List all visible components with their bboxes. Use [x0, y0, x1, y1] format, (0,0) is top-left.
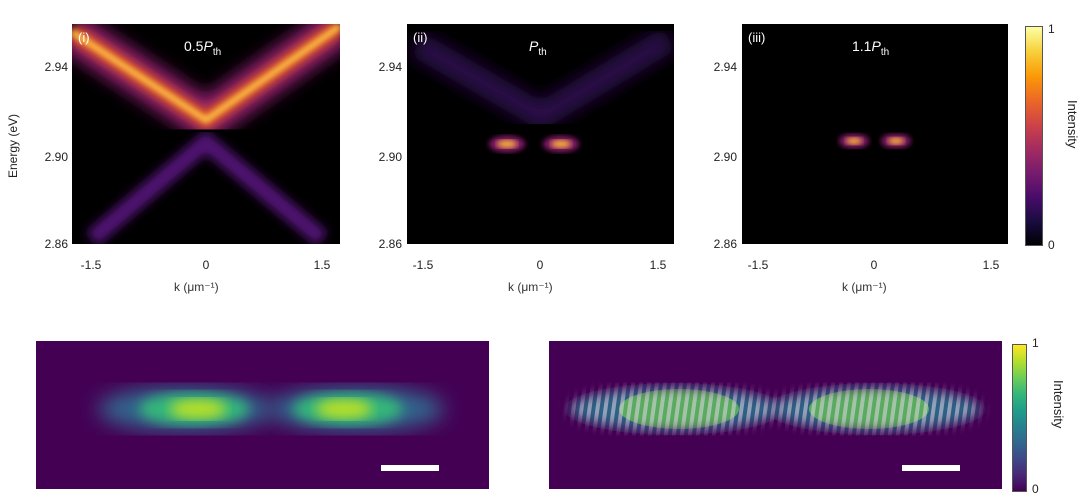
- power-label-iii: 1.1Pth: [852, 38, 890, 58]
- y-tick-290-ii: 2.90: [378, 150, 402, 164]
- colorbar-top-max: 1: [1048, 22, 1055, 36]
- x-tick-neg-ii: -1.5: [412, 258, 434, 272]
- x-tick-pos-ii: 1.5: [649, 258, 667, 272]
- panel-label-ii: (ii): [413, 30, 428, 45]
- power-label-i: 0.5Pth: [184, 38, 222, 58]
- x-axis-title-i: k (μm⁻¹): [174, 280, 219, 294]
- colorbar-bottom-min: 0: [1032, 482, 1039, 496]
- dispersion-panel-ii: (ii) Pth: [407, 24, 674, 244]
- dispersion-panel-i: (i) 0.5Pth: [72, 24, 340, 244]
- intensity-colorbar-top: [1025, 26, 1043, 246]
- panel-label-iii: (iii): [748, 30, 766, 45]
- y-tick-294-ii: 2.94: [378, 60, 402, 74]
- panel-label-i: (i): [78, 30, 90, 45]
- scale-bar-right: [902, 465, 960, 471]
- power-label-ii: Pth: [529, 38, 547, 58]
- x-tick-neg-i: -1.5: [80, 258, 102, 272]
- realspace-image-left: [36, 341, 489, 489]
- x-tick-zero-ii: 0: [536, 258, 544, 272]
- x-tick-pos-iii: 1.5: [982, 258, 1000, 272]
- x-axis-title-ii: k (μm⁻¹): [508, 280, 553, 294]
- x-axis-title-iii: k (μm⁻¹): [842, 280, 887, 294]
- y-tick-294-i: 2.94: [44, 60, 68, 74]
- x-tick-pos-i: 1.5: [313, 258, 331, 272]
- dispersion-panel-iii: (iii) 1.1Pth: [742, 24, 1008, 244]
- y-tick-286-iii: 2.86: [713, 237, 737, 251]
- scale-bar-left: [381, 465, 439, 471]
- interference-image-right: [549, 341, 1002, 489]
- colorbar-bottom-max: 1: [1032, 336, 1039, 350]
- colorbar-top-min: 0: [1048, 238, 1055, 252]
- y-axis-title: Energy (eV): [6, 113, 20, 178]
- x-tick-neg-iii: -1.5: [747, 258, 769, 272]
- y-tick-286-ii: 2.86: [378, 237, 402, 251]
- colorbar-top-title: Intensity: [1065, 100, 1080, 149]
- y-tick-294-iii: 2.94: [713, 60, 737, 74]
- intensity-colorbar-bottom: [1012, 344, 1027, 492]
- y-tick-286-i: 2.86: [44, 237, 68, 251]
- y-tick-290-iii: 2.90: [713, 150, 737, 164]
- x-tick-zero-iii: 0: [870, 258, 878, 272]
- x-tick-zero-i: 0: [202, 258, 210, 272]
- y-tick-290-i: 2.90: [44, 150, 68, 164]
- colorbar-bottom-title: Intensity: [1051, 380, 1066, 429]
